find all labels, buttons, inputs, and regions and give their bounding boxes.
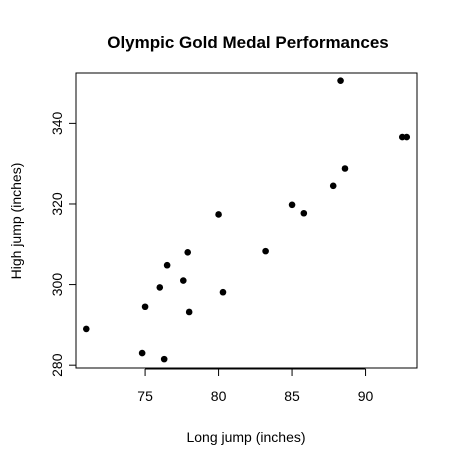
- y-tick-label: 300: [49, 273, 65, 297]
- data-point: [403, 133, 411, 141]
- data-point: [215, 211, 222, 218]
- chart-title: Olympic Gold Medal Performances: [107, 33, 389, 52]
- data-point: [262, 247, 269, 255]
- data-point: [329, 182, 337, 190]
- data-point: [179, 277, 187, 284]
- x-axis-label: Long jump (inches): [186, 429, 305, 445]
- y-axis: 280 300 320 340: [49, 111, 77, 377]
- data-point: [300, 209, 308, 217]
- data-point: [138, 349, 146, 357]
- data-point: [219, 288, 227, 296]
- y-tick-label: 280: [49, 353, 65, 377]
- plot-frame: [75, 72, 418, 369]
- data-point: [337, 77, 344, 84]
- x-tick-label: 75: [137, 388, 153, 404]
- x-tick-label: 85: [284, 388, 300, 404]
- x-tick-label: 90: [358, 388, 374, 404]
- data-points: [82, 77, 411, 363]
- data-point: [288, 201, 296, 209]
- data-point: [82, 325, 90, 333]
- y-axis-label: High jump (inches): [8, 163, 24, 280]
- data-point: [160, 355, 168, 363]
- data-point: [156, 284, 164, 291]
- x-axis: 75 80 85 90: [137, 368, 374, 404]
- data-point: [341, 165, 349, 172]
- data-point: [141, 303, 149, 311]
- y-tick-label: 320: [49, 192, 65, 216]
- y-tick-label: 340: [49, 111, 65, 135]
- x-tick-label: 80: [211, 388, 227, 404]
- data-point: [185, 308, 193, 316]
- data-point: [163, 261, 171, 269]
- data-point: [184, 249, 192, 256]
